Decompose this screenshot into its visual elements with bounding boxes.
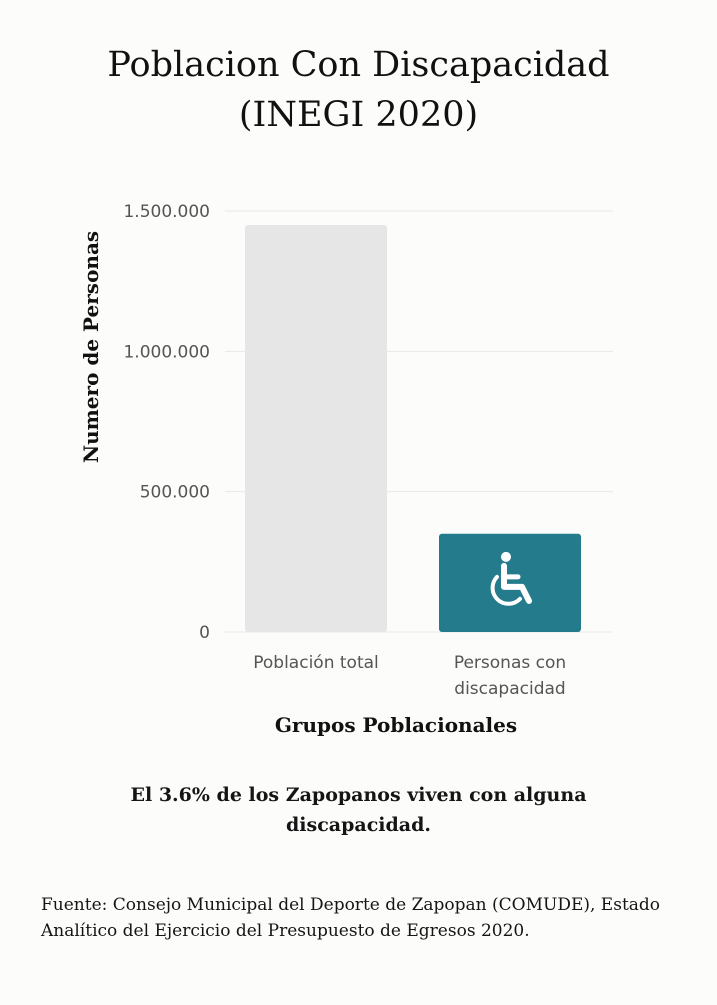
chart-title-line-1: Poblacion Con Discapacidad [107, 45, 610, 85]
y-tick-label: 0 [199, 623, 210, 643]
summary-caption: El 3.6% de los Zapopanos viven con algun… [130, 784, 587, 836]
x-tick-label-line: Personas con [454, 653, 566, 673]
bar [245, 225, 387, 633]
chart-title: Poblacion Con Discapacidad (INEGI 2020) [0, 40, 717, 140]
y-tick-label: 1.500.000 [123, 202, 210, 222]
chart-title-line-2: (INEGI 2020) [238, 95, 479, 135]
bar [439, 533, 581, 632]
y-tick-label: 1.000.000 [123, 342, 210, 362]
y-axis-ticks: 0 500.000 1.000.000 1.500.000 [123, 202, 210, 643]
y-axis-label: Numero de Personas [79, 231, 103, 463]
x-tick-label-line: Población total [253, 653, 379, 673]
y-tick-label: 500.000 [140, 483, 210, 503]
source-note: Fuente: Consejo Municipal del Deporte de… [41, 895, 661, 941]
wheelchair-icon-head [501, 551, 511, 562]
x-tick-label: Personas con discapacidad [454, 653, 566, 699]
x-axis-ticks: Población total Personas con discapacidad [253, 653, 566, 699]
bars [245, 225, 581, 633]
x-tick-label-line: discapacidad [454, 679, 565, 699]
wheelchair-icon [490, 551, 532, 606]
x-axis-label: Grupos Poblacionales [275, 713, 517, 737]
x-tick-label: Población total [253, 653, 379, 673]
wheelchair-icon-wheel [490, 574, 522, 606]
